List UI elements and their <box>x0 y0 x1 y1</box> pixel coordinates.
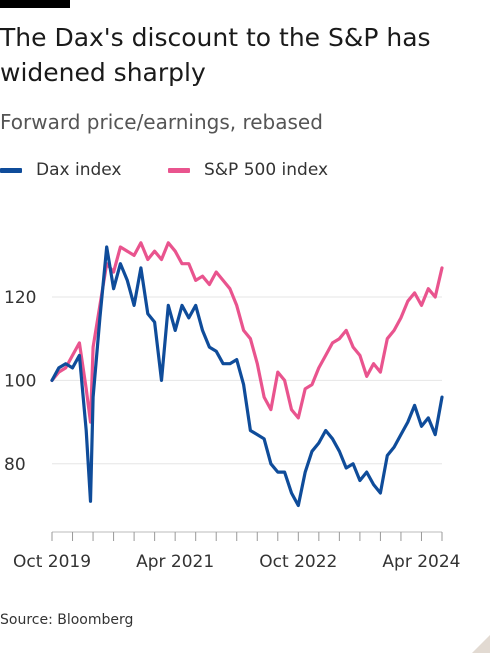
x-tick-label: Apr 2021 <box>136 552 214 572</box>
corner-fold <box>472 635 490 653</box>
source-note: Source: Bloomberg <box>0 612 134 628</box>
chart-title: The Dax's discount to the S&P has widene… <box>0 23 431 87</box>
y-tick-label-120: 120 <box>4 288 36 308</box>
series-line-dax <box>50 245 444 508</box>
chart-subtitle: Forward price/earnings, rebased <box>0 110 323 134</box>
x-tick-label: Apr 2024 <box>382 552 460 572</box>
series-lines <box>50 241 444 508</box>
legend-label-dax: Dax index <box>36 160 122 180</box>
y-tick-label-100: 100 <box>4 371 36 391</box>
x-tick-label: Oct 2019 <box>13 552 91 572</box>
legend-swatch-sp500 <box>168 168 190 173</box>
x-tick-label: Oct 2022 <box>259 552 337 572</box>
legend-swatch-dax <box>0 168 22 173</box>
y-tick-labels: 80 100 120 <box>4 288 36 475</box>
x-axis: Oct 2019 Apr 2021 Oct 2022 Apr 2024 <box>13 531 461 572</box>
grid-lines <box>52 296 442 465</box>
brand-rule <box>0 0 70 8</box>
legend-label-sp500: S&P 500 index <box>204 160 329 180</box>
y-tick-label-80: 80 <box>4 455 26 475</box>
